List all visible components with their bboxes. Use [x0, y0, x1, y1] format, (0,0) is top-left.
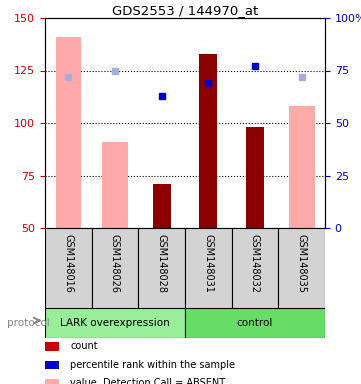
- Text: GSM148028: GSM148028: [157, 233, 167, 293]
- Text: control: control: [237, 318, 273, 328]
- Bar: [56, 37, 81, 228]
- Text: GSM148035: GSM148035: [297, 233, 306, 293]
- Bar: [278, 228, 325, 308]
- Bar: [153, 184, 171, 228]
- Bar: [232, 228, 278, 308]
- Text: GSM148026: GSM148026: [110, 233, 120, 293]
- Title: GDS2553 / 144970_at: GDS2553 / 144970_at: [112, 4, 258, 17]
- Text: value, Detection Call = ABSENT: value, Detection Call = ABSENT: [70, 378, 226, 384]
- Bar: [102, 142, 128, 228]
- Bar: [45, 308, 185, 338]
- Bar: [199, 54, 217, 228]
- Text: count: count: [70, 341, 98, 351]
- Bar: [185, 228, 232, 308]
- Bar: [138, 228, 185, 308]
- Text: percentile rank within the sample: percentile rank within the sample: [70, 360, 235, 370]
- Bar: [45, 228, 92, 308]
- Bar: [246, 127, 264, 228]
- Text: GSM148016: GSM148016: [63, 233, 73, 293]
- Text: protocol: protocol: [7, 318, 50, 328]
- Text: LARK overexpression: LARK overexpression: [60, 318, 170, 328]
- Text: GSM148032: GSM148032: [250, 233, 260, 293]
- Bar: [92, 228, 138, 308]
- Bar: [185, 308, 325, 338]
- Text: GSM148031: GSM148031: [203, 233, 213, 293]
- Bar: [289, 106, 314, 228]
